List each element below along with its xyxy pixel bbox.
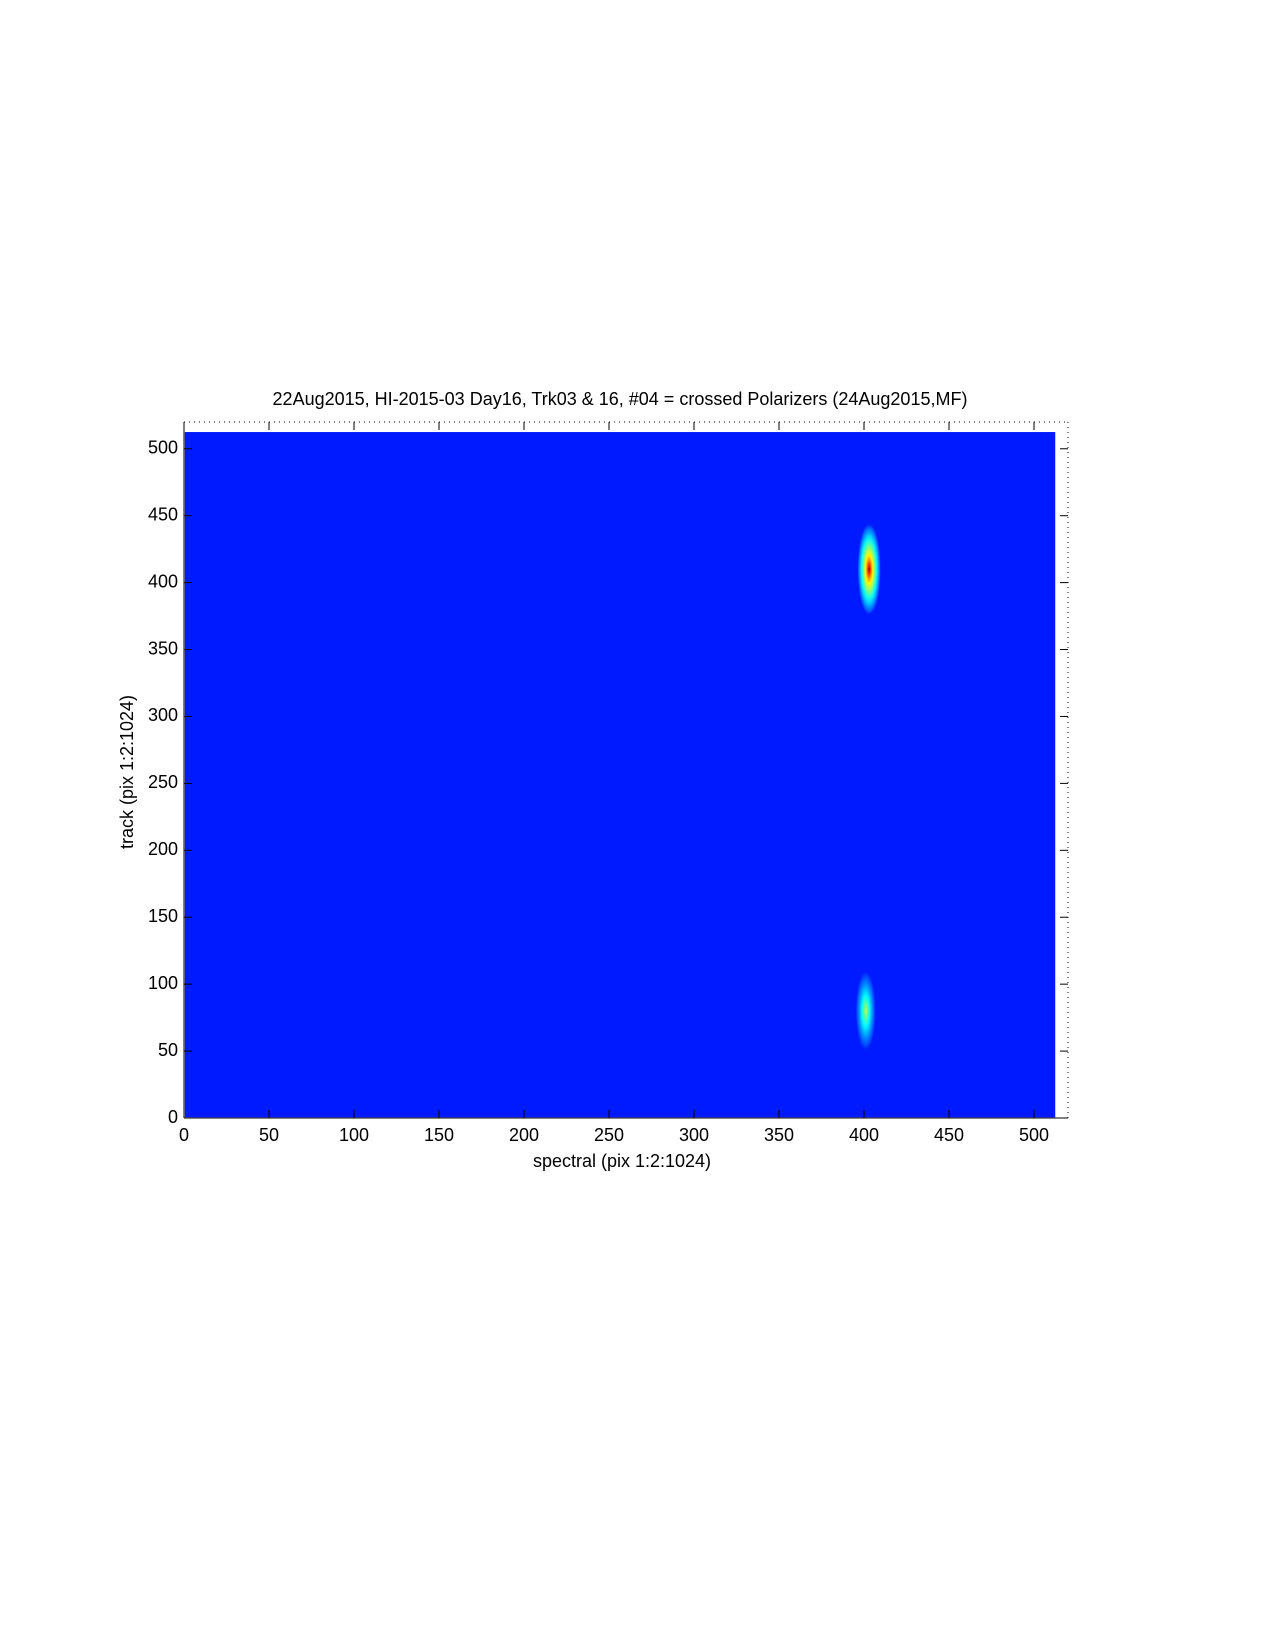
- y-tick-label: 500: [148, 438, 178, 458]
- y-tick-label: 200: [148, 839, 178, 859]
- y-tick-label: 450: [148, 504, 178, 524]
- x-tick-label: 450: [934, 1125, 964, 1145]
- x-tick-label: 100: [339, 1125, 369, 1145]
- x-tick-label: 250: [594, 1125, 624, 1145]
- spot: [857, 522, 881, 617]
- y-tick-label: 50: [158, 1040, 178, 1060]
- x-axis-label: spectral (pix 1:2:1024): [533, 1151, 711, 1171]
- x-tick-label: 50: [259, 1125, 279, 1145]
- x-tick-label: 200: [509, 1125, 539, 1145]
- y-tick-label: 250: [148, 772, 178, 792]
- chart-title: 22Aug2015, HI-2015-03 Day16, Trk03 & 16,…: [273, 389, 968, 409]
- x-tick-label: 150: [424, 1125, 454, 1145]
- y-axis-label: track (pix 1:2:1024): [117, 695, 137, 849]
- image-background: [184, 432, 1056, 1118]
- y-tick-label: 150: [148, 906, 178, 926]
- y-tick-label: 100: [148, 973, 178, 993]
- x-tick-label: 300: [679, 1125, 709, 1145]
- y-tick-label: 0: [168, 1107, 178, 1127]
- x-tick-label: 400: [849, 1125, 879, 1145]
- x-tick-label: 350: [764, 1125, 794, 1145]
- y-tick-label: 350: [148, 638, 178, 658]
- x-tick-label: 0: [179, 1125, 189, 1145]
- y-tick-label: 400: [148, 571, 178, 591]
- x-tick-label: 500: [1019, 1125, 1049, 1145]
- y-tick-label: 300: [148, 705, 178, 725]
- spot: [855, 970, 876, 1052]
